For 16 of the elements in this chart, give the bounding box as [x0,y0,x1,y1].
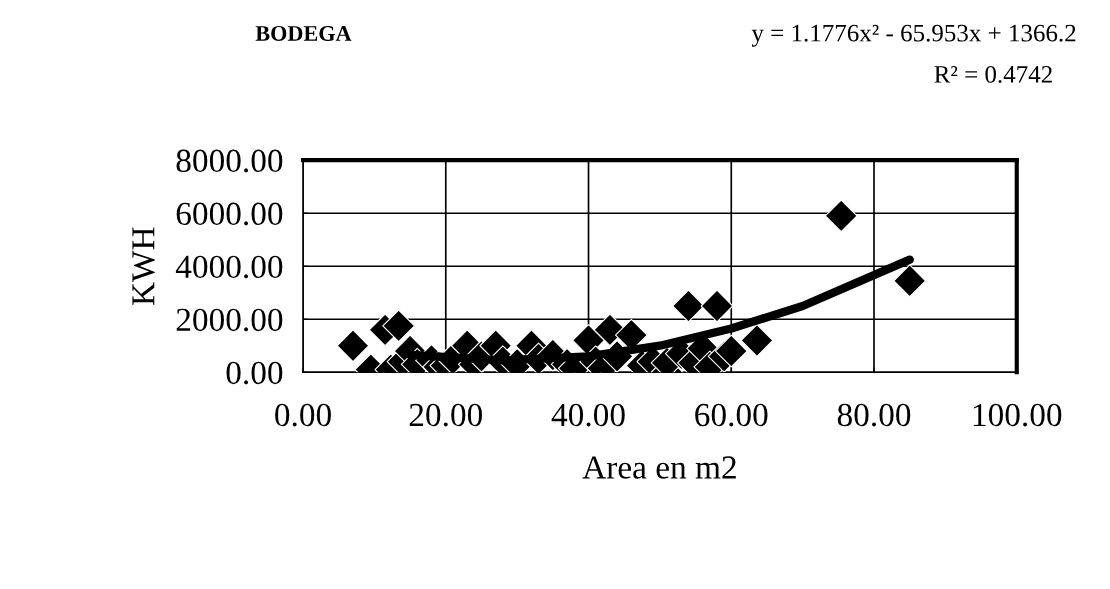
x-tick-label: 20.00 [409,403,483,427]
x-tick-label: 0.00 [275,403,331,427]
y-tick-label: 8000.00 [176,149,283,173]
x-axis-title: Area en m2 [582,456,736,479]
text: R² = 0.4742 [934,65,1052,83]
chart-title: BODEGA [255,25,352,41]
y-tick-label: 2000.00 [176,308,283,332]
y-tick-label: 4000.00 [175,255,283,279]
x-tick-label: 60.00 [695,403,768,427]
x-tick-label: 80.00 [837,403,911,427]
y-tick-label: 0.00 [226,361,283,385]
text: y = 1.1776x² - 65.953x + 1366.2 [751,24,1076,47]
x-tick-label: 40.00 [551,403,625,427]
y-tick-label: 6000.00 [176,202,283,226]
y-axis-title: KWH [132,227,155,306]
x-tick-label: 100.00 [973,403,1062,427]
